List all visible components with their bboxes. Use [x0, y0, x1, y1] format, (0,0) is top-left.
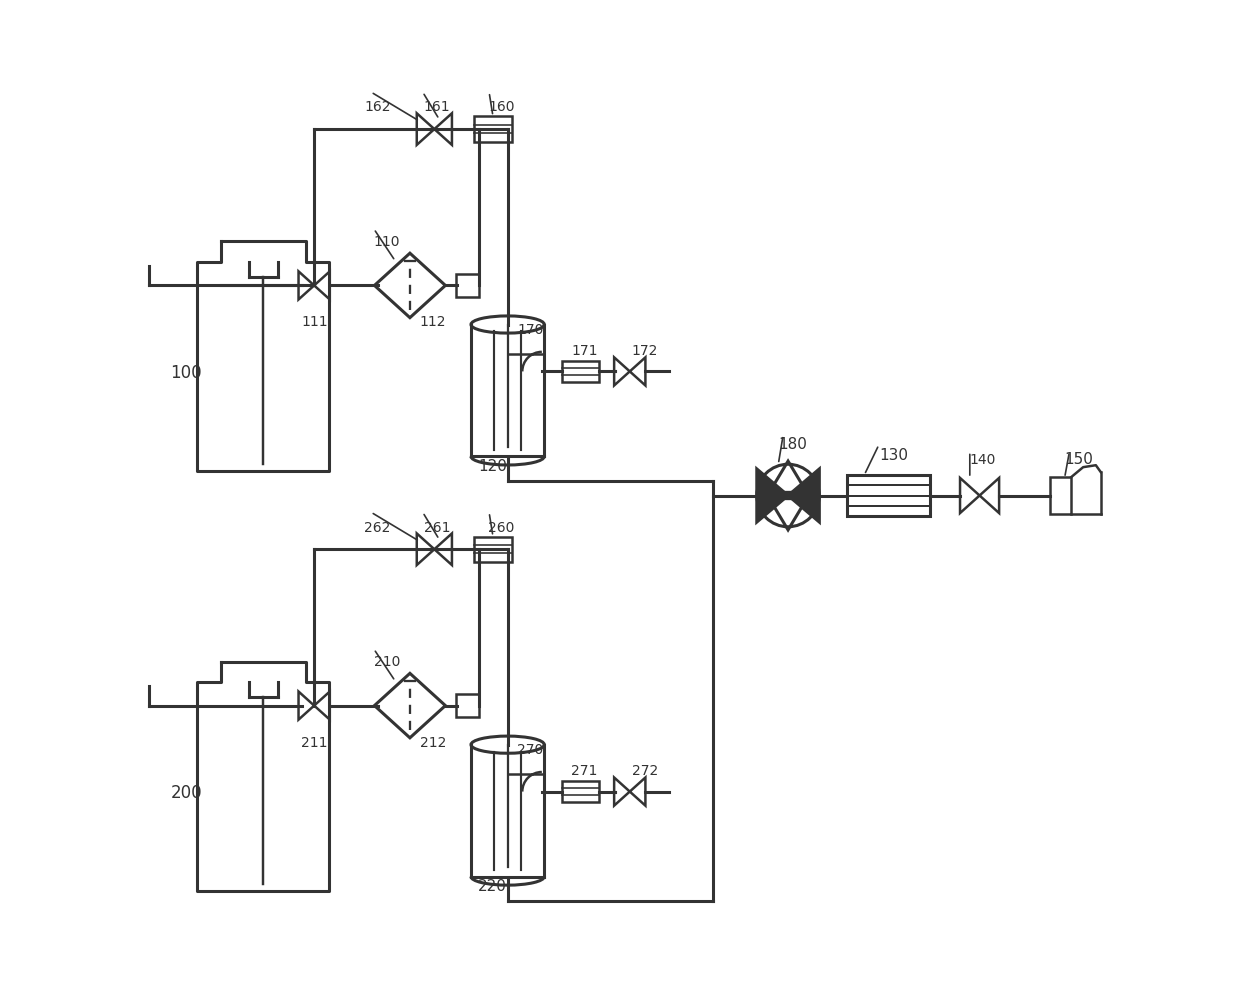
Text: 200: 200: [171, 785, 202, 803]
Text: 272: 272: [631, 764, 658, 778]
Text: 120: 120: [479, 459, 507, 474]
Bar: [563, 361, 599, 383]
Text: 150: 150: [1065, 452, 1094, 467]
Text: 211: 211: [301, 735, 327, 749]
Text: 111: 111: [301, 315, 329, 329]
Bar: [563, 781, 599, 803]
Text: 112: 112: [419, 315, 446, 329]
Text: 270: 270: [517, 743, 543, 757]
Text: 261: 261: [424, 520, 450, 535]
Text: 161: 161: [424, 100, 450, 115]
Text: 110: 110: [373, 235, 401, 250]
Polygon shape: [756, 469, 789, 522]
Bar: [475, 116, 512, 142]
Text: 172: 172: [631, 344, 658, 358]
Text: 140: 140: [970, 453, 996, 467]
Text: 260: 260: [489, 520, 515, 535]
Text: 130: 130: [879, 448, 908, 464]
Text: 220: 220: [479, 879, 507, 894]
Text: 212: 212: [419, 735, 446, 749]
Bar: [456, 275, 479, 296]
Polygon shape: [789, 469, 820, 522]
Bar: [475, 536, 512, 562]
Text: 170: 170: [517, 323, 544, 337]
Text: 271: 271: [572, 764, 598, 778]
Text: 160: 160: [489, 100, 515, 115]
Text: 210: 210: [373, 655, 401, 670]
Text: 262: 262: [365, 520, 391, 535]
Text: 180: 180: [779, 437, 807, 452]
Bar: [456, 695, 479, 716]
Bar: [1050, 477, 1071, 514]
Bar: [847, 475, 930, 516]
Text: 162: 162: [365, 100, 391, 115]
Text: 100: 100: [171, 365, 202, 383]
Text: 171: 171: [572, 344, 598, 358]
